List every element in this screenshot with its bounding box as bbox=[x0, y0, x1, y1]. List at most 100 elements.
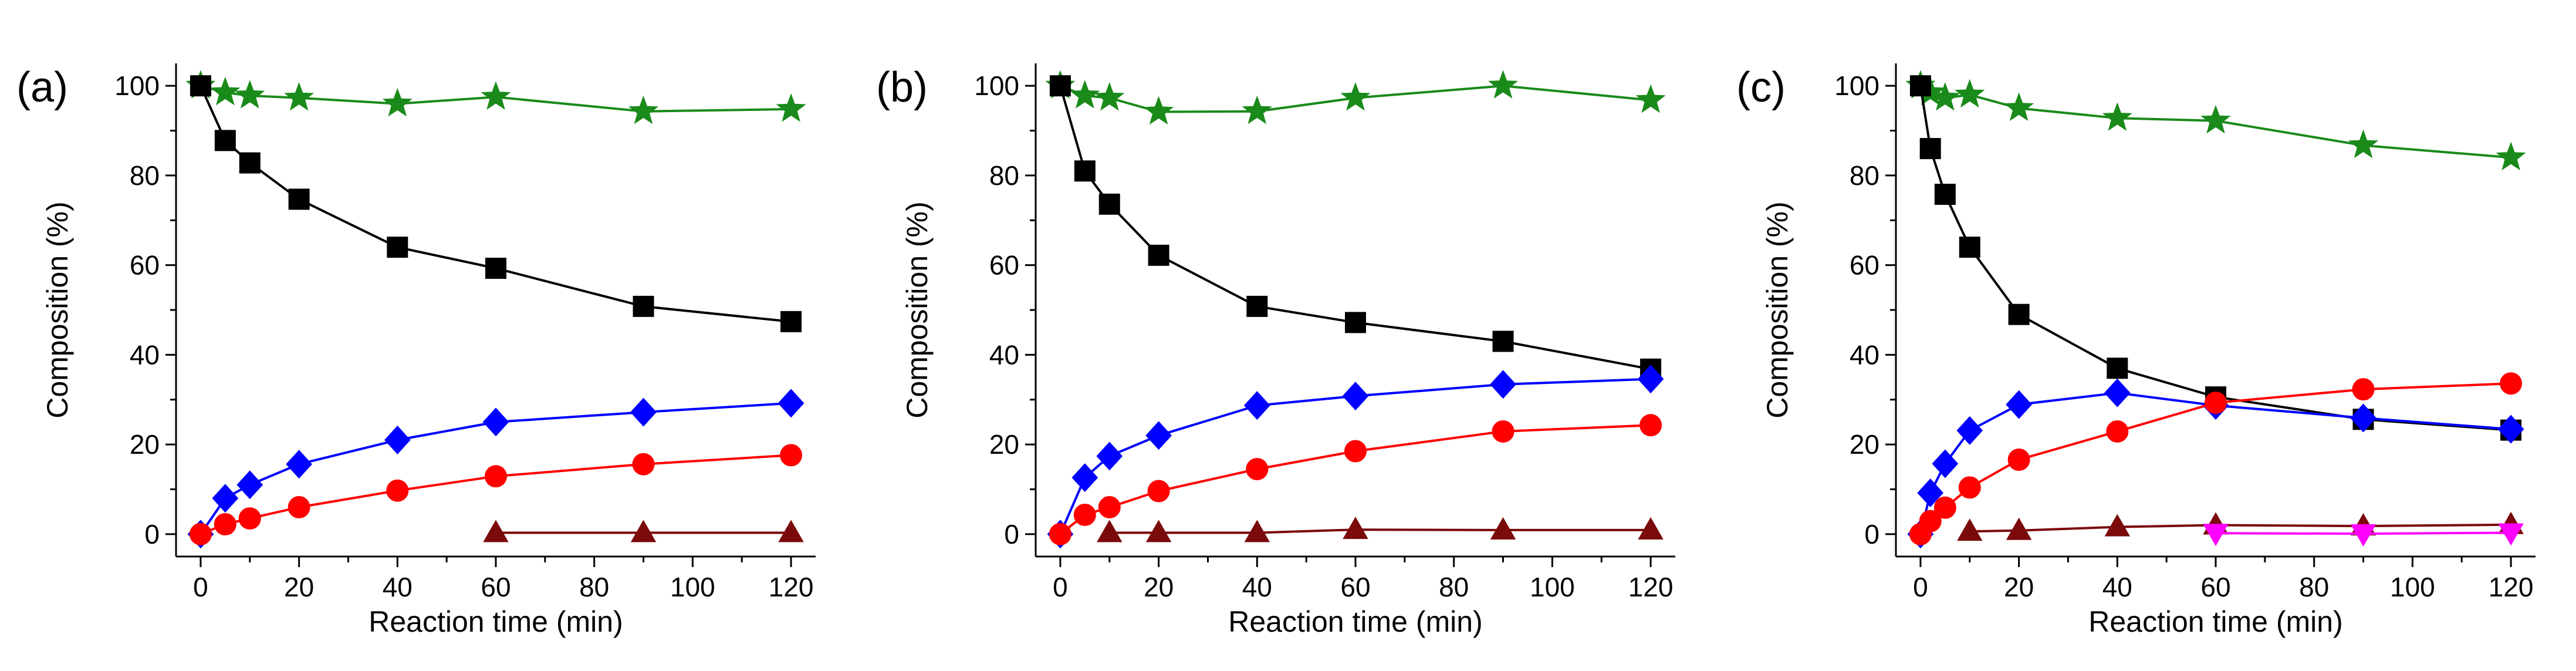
data-point bbox=[1638, 517, 1664, 540]
data-point bbox=[1073, 503, 1096, 526]
data-point bbox=[384, 425, 411, 454]
data-point bbox=[2006, 517, 2032, 540]
data-point bbox=[1930, 82, 1960, 111]
series-line bbox=[1969, 523, 2511, 533]
data-point bbox=[1959, 237, 1980, 258]
data-point bbox=[2205, 392, 2227, 414]
data-point bbox=[1074, 160, 1096, 182]
data-point bbox=[1919, 510, 1942, 532]
green-star-series bbox=[1905, 70, 2526, 171]
data-point bbox=[1071, 463, 1098, 493]
data-point bbox=[2352, 378, 2375, 401]
panel-label: (b) bbox=[876, 64, 928, 111]
data-point bbox=[1049, 522, 1071, 545]
y-tick-label: 60 bbox=[130, 250, 160, 281]
data-point bbox=[1934, 183, 1956, 205]
data-point bbox=[485, 257, 506, 279]
x-tick-label: 80 bbox=[2299, 572, 2329, 602]
data-point bbox=[1246, 458, 1269, 481]
data-point bbox=[1490, 517, 1516, 540]
data-point bbox=[2004, 92, 2034, 122]
data-point bbox=[2107, 358, 2128, 379]
x-tick-label: 20 bbox=[1144, 572, 1174, 602]
data-point bbox=[1096, 441, 1123, 471]
data-point bbox=[2348, 129, 2379, 159]
x-axis-label: Reaction time (min) bbox=[1228, 605, 1482, 638]
y-tick-label: 40 bbox=[1850, 339, 1879, 370]
y-tick-label: 40 bbox=[130, 339, 160, 370]
y-tick-label: 40 bbox=[989, 339, 1019, 370]
chart-panel-1: (a) 0 20 40 60 80 100 120 0 20 40 60 80 100 Reaction t… bbox=[16, 63, 816, 638]
data-point bbox=[2008, 304, 2030, 325]
black-square-series bbox=[190, 75, 802, 332]
data-point bbox=[1145, 520, 1172, 542]
data-point bbox=[777, 389, 804, 418]
y-tick-label: 100 bbox=[974, 70, 1019, 101]
data-point bbox=[778, 520, 804, 542]
data-point bbox=[2006, 390, 2032, 419]
y-tick-label: 0 bbox=[1004, 519, 1019, 549]
data-point bbox=[190, 75, 211, 97]
data-point bbox=[780, 444, 803, 467]
data-point bbox=[632, 453, 655, 476]
data-point bbox=[214, 513, 236, 536]
data-point bbox=[1639, 414, 1662, 437]
data-point bbox=[1343, 517, 1368, 540]
data-point bbox=[1097, 520, 1123, 542]
x-tick-label: 60 bbox=[1340, 572, 1370, 602]
x-tick-label: 120 bbox=[769, 572, 814, 602]
data-point bbox=[2350, 524, 2376, 547]
data-point bbox=[1244, 520, 1270, 542]
data-point bbox=[1098, 193, 1120, 215]
data-point bbox=[386, 479, 409, 502]
data-point bbox=[382, 87, 413, 117]
data-point bbox=[1147, 480, 1170, 503]
data-point bbox=[1243, 391, 1270, 420]
data-point bbox=[1955, 79, 1985, 108]
data-point bbox=[2007, 449, 2030, 471]
y-axis-label: Composition (%) bbox=[41, 201, 74, 419]
data-point bbox=[483, 520, 509, 542]
y-tick-label: 100 bbox=[114, 70, 160, 101]
data-point bbox=[2500, 372, 2523, 395]
data-point bbox=[1637, 365, 1664, 394]
chart-panel-2: (b) 0 20 40 60 80 100 120 0 20 40 60 80 100 Reaction t… bbox=[876, 63, 1675, 638]
data-point bbox=[238, 507, 261, 530]
data-point bbox=[2200, 104, 2231, 134]
chart-panel-3: (c) 0 20 40 60 80 100 120 0 20 40 60 80 100 Reaction t… bbox=[1736, 63, 2536, 638]
x-tick-label: 20 bbox=[284, 572, 314, 602]
magenta-triangle-series bbox=[2203, 523, 2524, 547]
y-tick-label: 60 bbox=[989, 250, 1019, 281]
x-tick-label: 40 bbox=[2102, 572, 2132, 602]
data-point bbox=[1094, 82, 1125, 111]
x-tick-label: 100 bbox=[670, 572, 715, 602]
x-tick-label: 60 bbox=[2200, 572, 2230, 602]
data-point bbox=[630, 397, 657, 427]
data-point bbox=[1932, 449, 1959, 478]
data-point bbox=[288, 496, 310, 518]
data-point bbox=[2102, 102, 2132, 131]
y-axis-label: Composition (%) bbox=[901, 201, 934, 419]
data-point bbox=[212, 484, 239, 513]
data-point bbox=[286, 450, 312, 479]
data-point bbox=[2496, 141, 2526, 171]
data-point bbox=[2104, 378, 2131, 407]
darkred-triangle-series bbox=[1957, 511, 2524, 541]
data-point bbox=[2350, 403, 2376, 433]
data-point bbox=[1909, 75, 1931, 97]
x-tick-label: 40 bbox=[1242, 572, 1272, 602]
data-point bbox=[288, 188, 310, 210]
y-tick-label: 100 bbox=[1834, 70, 1879, 101]
data-point bbox=[1049, 75, 1071, 97]
y-tick-label: 0 bbox=[1864, 519, 1879, 549]
data-point bbox=[189, 522, 212, 545]
data-point bbox=[1242, 95, 1272, 124]
series-line bbox=[1109, 528, 1651, 534]
data-point bbox=[2106, 420, 2129, 443]
y-tick-label: 80 bbox=[989, 160, 1019, 191]
data-point bbox=[1342, 382, 1369, 411]
data-point bbox=[485, 465, 507, 488]
data-point bbox=[481, 81, 511, 110]
x-axis-label: Reaction time (min) bbox=[369, 605, 623, 638]
